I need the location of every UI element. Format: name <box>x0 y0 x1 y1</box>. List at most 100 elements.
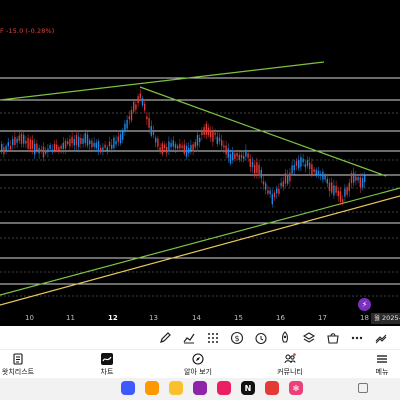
candle-body <box>73 139 75 146</box>
bottom-navigation: 왓치리스트 차트 알아 보기 커뮤니티 메뉴 <box>0 350 400 378</box>
candle-body <box>302 158 304 163</box>
price-change-label: F -15.0 (-0.28%) <box>0 27 55 35</box>
layers-icon[interactable] <box>302 331 316 345</box>
candle-body <box>256 162 258 173</box>
candle-body <box>177 145 179 149</box>
candle-body <box>150 126 152 136</box>
nav-watchlist[interactable]: 왓치리스트 <box>0 353 53 377</box>
candle-body <box>359 177 361 188</box>
candle-body <box>102 147 104 150</box>
candle-body <box>300 157 302 167</box>
community-icon <box>284 353 296 364</box>
candle-body <box>243 156 245 159</box>
flash-icon[interactable]: ⚡ <box>358 298 371 311</box>
app-snow[interactable]: ✻ <box>289 381 303 395</box>
candle-body <box>306 160 309 166</box>
candle-body <box>309 162 311 170</box>
candle-body <box>262 181 265 185</box>
candle-body <box>157 138 159 147</box>
candle-body <box>221 140 223 146</box>
candle-body <box>122 131 124 140</box>
descending-trendline[interactable] <box>139 86 387 177</box>
candle-body <box>137 96 139 104</box>
candle-body <box>295 161 298 166</box>
candle-body <box>119 134 122 144</box>
shop-icon[interactable] <box>326 331 340 345</box>
candle-body <box>201 132 203 136</box>
candle-body <box>284 173 287 184</box>
nav-menu[interactable]: 메뉴 <box>347 353 400 377</box>
app-dock: N ✻ <box>0 378 400 400</box>
candle-body <box>135 104 137 110</box>
candle-body <box>353 172 355 183</box>
ascending-trendline[interactable] <box>0 187 400 296</box>
candle-body <box>258 164 260 176</box>
candle-body <box>179 143 181 149</box>
candle-body <box>276 188 278 194</box>
candle-body <box>214 132 216 135</box>
lines-icon[interactable] <box>374 331 388 345</box>
app-pink[interactable] <box>217 381 231 395</box>
watchlist-icon <box>13 353 23 365</box>
candle-body <box>240 154 243 159</box>
candle-body <box>128 116 130 120</box>
support-line[interactable] <box>0 195 400 306</box>
nav-explore[interactable]: 알아 보기 <box>163 353 233 377</box>
candle-body <box>20 133 23 144</box>
compass-icon <box>192 353 204 365</box>
candle-body <box>3 147 5 154</box>
candle-body <box>249 158 251 167</box>
upper-trendline[interactable] <box>0 61 325 101</box>
nav-community[interactable]: 커뮤니티 <box>255 353 325 377</box>
candle-body <box>238 154 240 160</box>
app-drawer-icon[interactable] <box>358 383 368 393</box>
more-icon[interactable] <box>350 331 364 345</box>
time-axis: 10 11 12 13 14 15 16 17 18 <box>0 312 400 326</box>
candle-body <box>148 117 150 128</box>
app-yellow[interactable] <box>169 381 183 395</box>
price-chart[interactable]: F -15.0 (-0.28%) ⚡ <box>0 0 400 312</box>
candle-body <box>247 153 249 158</box>
app-purple[interactable] <box>193 381 207 395</box>
app-orange[interactable] <box>145 381 159 395</box>
rocket-icon[interactable] <box>278 331 292 345</box>
dollar-icon[interactable]: $ <box>230 331 244 345</box>
candle-body <box>311 164 313 175</box>
candle-body <box>245 149 247 157</box>
candle-body <box>181 145 183 148</box>
candlestick-chart[interactable] <box>0 0 400 312</box>
candle-body <box>115 141 117 145</box>
candle-body <box>69 138 71 147</box>
alarm-icon[interactable] <box>254 331 268 345</box>
nav-chart[interactable]: 차트 <box>72 353 142 377</box>
candle-body <box>89 140 91 145</box>
candle-body <box>315 169 317 175</box>
candle-body <box>265 183 267 190</box>
trend-chart-icon[interactable] <box>182 331 196 345</box>
pencil-icon[interactable] <box>158 331 172 345</box>
app-blue[interactable] <box>121 381 135 395</box>
candle-body <box>298 159 300 169</box>
candle-body <box>62 142 64 149</box>
candle-body <box>282 181 284 188</box>
candle-body <box>93 142 95 147</box>
candle-body <box>289 172 291 182</box>
candle-body <box>234 153 236 160</box>
candle-body <box>361 178 364 188</box>
nav-label: 차트 <box>100 368 114 376</box>
netflix-icon[interactable]: N <box>241 381 255 395</box>
horizontal-levels <box>0 77 400 297</box>
candle-body <box>287 174 289 184</box>
candle-body <box>227 148 229 158</box>
trendlines[interactable] <box>0 61 400 306</box>
candle-body <box>188 147 190 154</box>
app-red[interactable] <box>265 381 279 395</box>
candle-body <box>355 176 357 181</box>
grid-icon[interactable] <box>206 331 220 345</box>
candle-body <box>60 145 62 149</box>
candle-body <box>84 133 86 144</box>
candle-body <box>42 146 45 158</box>
candle-body <box>196 134 199 146</box>
candle-body <box>194 141 196 148</box>
candle-body <box>185 145 188 157</box>
